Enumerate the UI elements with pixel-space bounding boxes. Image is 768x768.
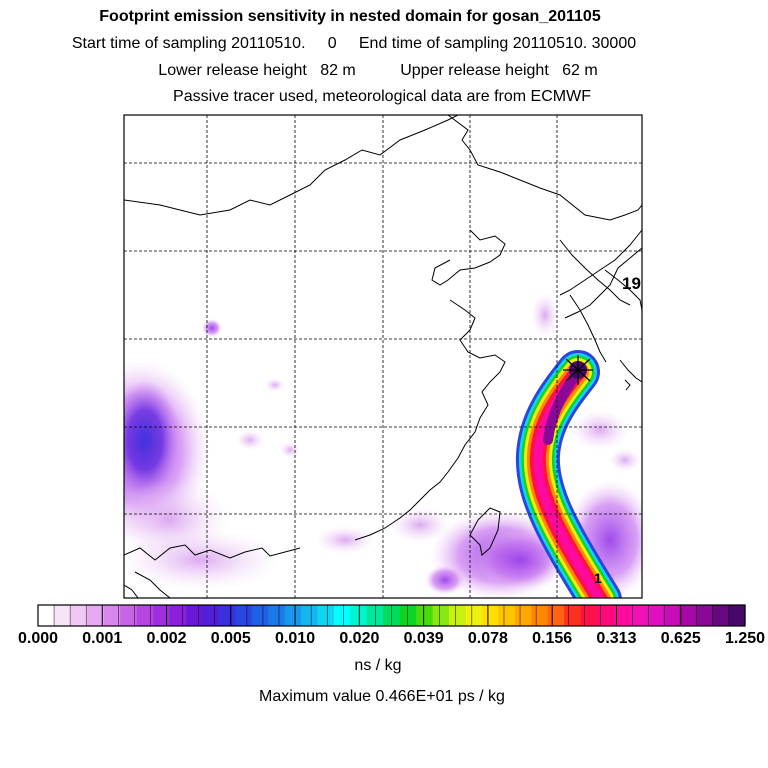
map-label-19: 19 — [622, 274, 641, 293]
plume-band — [515, 350, 622, 598]
sampling-times: Start time of sampling 20110510. 0 End t… — [0, 35, 738, 53]
colorbar-segment — [284, 605, 302, 626]
tracer-note: Passive tracer used, meteorological data… — [173, 88, 591, 105]
colorbar-segment — [531, 605, 549, 626]
colorbar-segment — [251, 605, 269, 626]
release-point-marker — [563, 355, 593, 385]
colorbar-segment — [449, 605, 467, 626]
colorbar-segment — [547, 605, 565, 626]
colorbar-tick-label: 0.020 — [339, 630, 380, 647]
colorbar-segment — [38, 605, 56, 626]
colorbar-segment — [202, 605, 220, 626]
plot-frame — [123, 114, 643, 599]
colorbar-segment — [399, 605, 417, 626]
colorbar-segment — [70, 605, 88, 626]
lower-release-label: Lower release height — [158, 62, 307, 79]
colorbar-segment — [87, 605, 105, 626]
colorbar-segment — [465, 605, 483, 626]
colorbar-segment — [646, 605, 664, 626]
colorbar-segment — [103, 605, 121, 626]
colorbar-segment — [301, 605, 319, 626]
colorbar-tick-label: 0.010 — [275, 630, 316, 647]
colorbar-tick-label: 0.005 — [210, 630, 251, 647]
colorbar-segment — [613, 605, 631, 626]
colorbar-segment — [169, 605, 187, 626]
grid — [124, 115, 642, 598]
colorbar-segment — [136, 605, 154, 626]
colorbar-segment — [383, 605, 401, 626]
colorbar-segment — [695, 605, 713, 626]
colorbar-segment — [432, 605, 450, 626]
maximum-value: Maximum value 0.466E+01 ps / kg — [259, 688, 505, 705]
colorbar — [37, 604, 746, 627]
colorbar-segment — [564, 605, 582, 626]
colorbar-tick-label: 0.625 — [660, 630, 701, 647]
colorbar-segment — [268, 605, 286, 626]
start-time-label: Start time of sampling — [71, 35, 227, 52]
colorbar-segment — [218, 605, 236, 626]
end-time-value: 20110510. 30000 — [512, 35, 637, 52]
colorbar-segment — [333, 605, 351, 626]
colorbar-tick-label: 0.001 — [82, 630, 123, 647]
colorbar-tick-label: 0.000 — [17, 630, 59, 647]
colorbar-segment — [498, 605, 516, 626]
colorbar-segment — [580, 605, 598, 626]
chart-title: Footprint emission sensitivity in nested… — [99, 8, 601, 25]
upper-release-label: Upper release height — [400, 62, 549, 79]
upper-release-value: 62 m — [562, 62, 598, 79]
colorbar-tick-label: 1.250 — [724, 630, 766, 647]
colorbar-tick-label: 0.078 — [467, 630, 508, 647]
colorbar-segment — [481, 605, 499, 626]
end-time-label: End time of sampling — [358, 35, 509, 52]
colorbar-segment — [514, 605, 532, 626]
coastlines — [124, 115, 642, 598]
plot-area — [124, 115, 642, 598]
colorbar-tick-label: 0.156 — [532, 630, 573, 647]
colorbar-tick-label: 0.313 — [596, 630, 637, 647]
colorbar-segment — [416, 605, 434, 626]
colorbar-segment — [662, 605, 680, 626]
colorbar-frame — [37, 604, 746, 627]
colorbar-tick-label: 0.002 — [146, 630, 187, 647]
release-heights: Lower release height 82 m Upper release … — [0, 62, 762, 80]
colorbar-units: ns / kg — [354, 657, 402, 674]
colorbar-tick-label: 0.039 — [403, 630, 444, 647]
colorbar-segment — [235, 605, 253, 626]
start-time-value: 20110510. 0 — [231, 35, 337, 52]
colorbar-segment — [597, 605, 615, 626]
map-label-1: 1 — [594, 570, 602, 586]
colorbar-segment — [185, 605, 204, 626]
colorbar-segment — [679, 605, 697, 626]
colorbar-segment — [120, 605, 138, 626]
colorbar-segment — [728, 605, 746, 626]
colorbar-segment — [712, 605, 730, 626]
colorbar-segment — [153, 605, 171, 626]
lower-release-value: 82 m — [320, 62, 356, 79]
colorbar-segment — [54, 605, 72, 626]
colorbar-segment — [629, 605, 647, 626]
colorbar-segment — [317, 605, 335, 626]
